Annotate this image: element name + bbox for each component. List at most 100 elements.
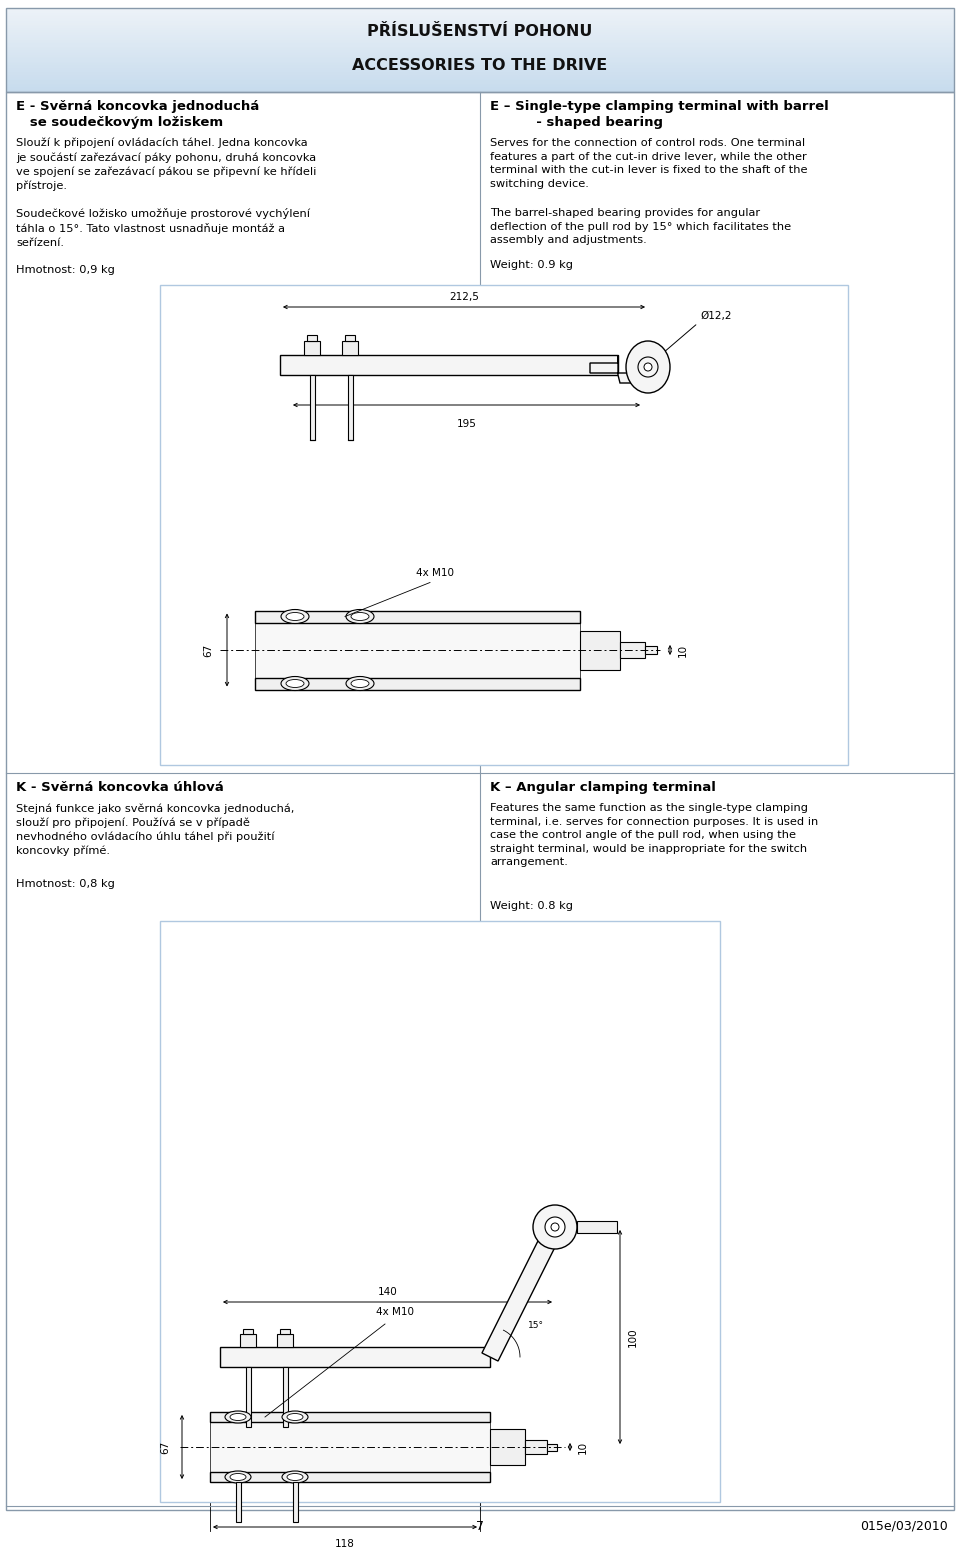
Text: K – Angular clamping terminal: K – Angular clamping terminal [490, 782, 716, 794]
Bar [210, 1423, 490, 1472]
Bar [6, 46, 954, 48]
Bar [6, 15, 954, 19]
Bar [620, 642, 645, 658]
Bar [255, 610, 580, 622]
Bar [6, 68, 954, 70]
Ellipse shape [626, 341, 670, 393]
Bar [240, 1334, 256, 1347]
Bar [6, 26, 954, 28]
Ellipse shape [230, 1474, 246, 1480]
Bar [280, 1330, 290, 1334]
Bar [6, 77, 954, 80]
Text: Soudečkové ložisko umožňuje prostorové vychýlení
táhla o 15°. Tato vlastnost usn: Soudečkové ložisko umožňuje prostorové v… [16, 207, 310, 248]
Bar [6, 8, 954, 9]
Bar [220, 1347, 490, 1367]
Ellipse shape [230, 1413, 246, 1421]
Bar [342, 341, 358, 354]
Bar [6, 34, 954, 37]
Bar [6, 8, 954, 91]
Ellipse shape [644, 362, 652, 372]
Ellipse shape [282, 1471, 308, 1483]
Text: 4x M10: 4x M10 [376, 1307, 414, 1317]
Text: 10: 10 [578, 1441, 588, 1454]
Text: 67: 67 [203, 644, 213, 656]
Text: Serves for the connection of control rods. One terminal
features a part of the c: Serves for the connection of control rod… [490, 138, 807, 189]
Bar [6, 85, 954, 87]
Bar [6, 12, 954, 15]
Bar [6, 39, 954, 42]
Bar [6, 74, 954, 77]
Text: 15°: 15° [528, 1322, 543, 1330]
Bar [277, 1334, 293, 1347]
Ellipse shape [351, 680, 369, 687]
Bar [490, 1429, 525, 1464]
Text: 140: 140 [377, 1286, 397, 1297]
Ellipse shape [351, 613, 369, 621]
Bar [645, 646, 657, 653]
Text: 195: 195 [457, 420, 476, 429]
Bar [6, 50, 954, 51]
Bar [6, 36, 954, 39]
Ellipse shape [551, 1223, 559, 1231]
Polygon shape [590, 354, 660, 382]
Text: Weight: 0.8 kg: Weight: 0.8 kg [490, 901, 573, 912]
Text: 67: 67 [160, 1440, 170, 1454]
Bar [6, 14, 954, 17]
Bar [547, 1443, 557, 1450]
Bar [6, 70, 954, 71]
Bar [6, 71, 954, 73]
Ellipse shape [281, 610, 309, 624]
Text: 212,5: 212,5 [449, 293, 479, 302]
Bar [160, 285, 848, 765]
Bar [6, 42, 954, 43]
Text: 015e/03/2010: 015e/03/2010 [860, 1520, 948, 1533]
Ellipse shape [545, 1217, 565, 1237]
Ellipse shape [287, 1474, 303, 1480]
Bar [282, 1367, 287, 1427]
Bar [243, 1330, 253, 1334]
Bar [577, 1221, 617, 1234]
Text: 4x M10: 4x M10 [416, 568, 454, 577]
Ellipse shape [286, 680, 304, 687]
Ellipse shape [346, 676, 374, 690]
Bar [6, 84, 954, 85]
Text: K - Svěrná koncovka úhlová: K - Svěrná koncovka úhlová [16, 782, 224, 794]
Polygon shape [482, 1223, 564, 1361]
Bar [307, 334, 317, 341]
Text: 7: 7 [476, 1520, 484, 1533]
Bar [255, 622, 580, 678]
Text: 10: 10 [678, 644, 688, 656]
Bar [6, 80, 954, 82]
Bar [6, 82, 954, 84]
Bar [160, 921, 720, 1502]
Bar [6, 11, 954, 12]
Bar [6, 67, 954, 68]
Ellipse shape [225, 1410, 251, 1423]
Text: PŘÍSLUŠENSTVÍ POHONU: PŘÍSLUŠENSTVÍ POHONU [368, 25, 592, 40]
Bar [6, 51, 954, 53]
Bar [6, 45, 954, 46]
Ellipse shape [286, 613, 304, 621]
Bar [6, 65, 954, 67]
Bar [6, 17, 954, 20]
Bar [6, 23, 954, 25]
Bar [6, 62, 954, 63]
Ellipse shape [287, 1413, 303, 1421]
Text: Stejná funkce jako svěrná koncovka jednoduchá,
slouží pro připojení. Používá se : Stejná funkce jako svěrná koncovka jedno… [16, 803, 295, 856]
Ellipse shape [533, 1204, 577, 1249]
Bar [6, 48, 954, 50]
Bar [6, 31, 954, 33]
Bar [525, 1440, 547, 1454]
Text: - shaped bearing: - shaped bearing [490, 116, 663, 128]
Bar [309, 375, 315, 440]
Bar [6, 37, 954, 40]
Bar [293, 1481, 298, 1522]
Bar [6, 33, 954, 36]
Ellipse shape [282, 1410, 308, 1423]
Text: E – Single-type clamping terminal with barrel: E – Single-type clamping terminal with b… [490, 101, 828, 113]
Bar [280, 354, 618, 375]
Bar [6, 29, 954, 31]
Bar [6, 54, 954, 57]
Bar [6, 9, 954, 11]
Bar [6, 43, 954, 45]
